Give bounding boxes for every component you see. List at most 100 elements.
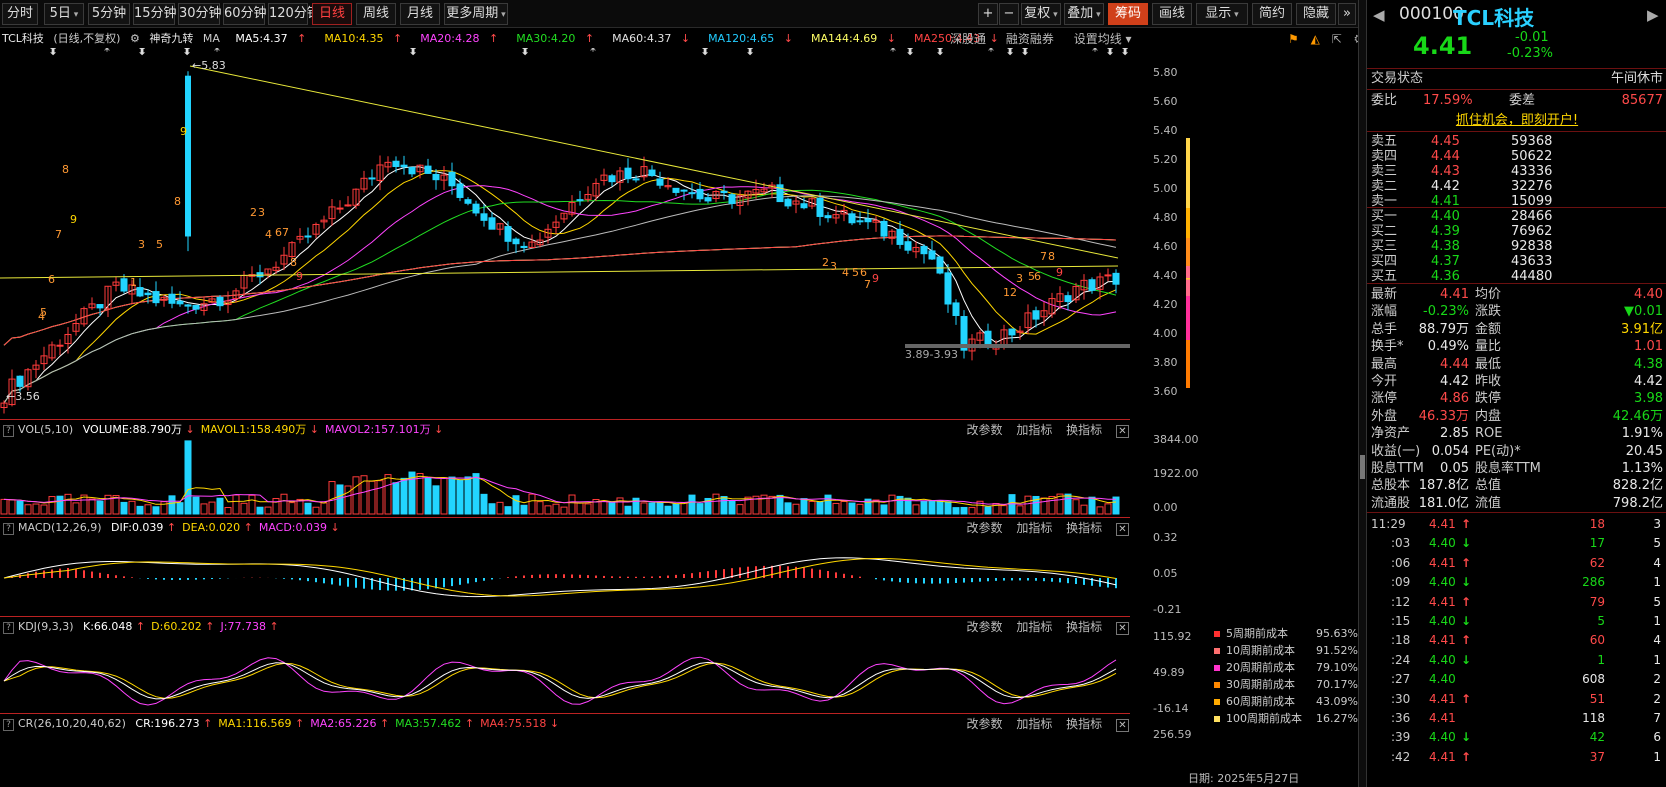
volume-bar — [792, 503, 800, 515]
chip-distribution — [1186, 138, 1190, 388]
cr-edit-params[interactable]: 改参数 — [966, 717, 1003, 731]
flag-icon[interactable]: ⚑ — [1288, 32, 1299, 46]
tick-volume: 1 — [1597, 652, 1605, 667]
candle-body — [1040, 310, 1048, 318]
book-level-label: 卖一 — [1371, 194, 1398, 209]
margin-link[interactable]: 融资融券 — [1005, 32, 1054, 46]
trend-arrow-icon: ↓ — [986, 32, 999, 45]
help-icon[interactable]: ? — [3, 622, 14, 634]
triangle-icon[interactable]: ◭ — [1310, 32, 1320, 46]
next-stock-icon[interactable]: ▶ — [1647, 6, 1659, 24]
splitter[interactable] — [1358, 0, 1366, 787]
volume-bar — [544, 505, 552, 515]
td-label: 1 — [130, 276, 137, 289]
trend-line-lower[interactable] — [0, 265, 1119, 279]
candle-body — [840, 209, 848, 215]
trend-line-upper[interactable] — [189, 65, 1119, 259]
tick-direction-icon: ↑ — [1461, 517, 1472, 531]
zoom-out-button[interactable]: − — [999, 3, 1019, 25]
simple-button[interactable]: 简约 — [1252, 3, 1292, 25]
ma-line — [3, 235, 1117, 346]
order-book-row[interactable]: 买三 4.38 92838 — [1371, 238, 1665, 256]
candle-body — [728, 194, 736, 204]
kdj-chart[interactable] — [0, 637, 1135, 713]
order-book-row[interactable]: 卖四 4.44 50622 — [1371, 148, 1665, 166]
order-book-row[interactable]: 买五 4.36 44480 — [1371, 268, 1665, 286]
more-periods-label: 更多周期 — [446, 6, 499, 21]
period-tab-daily[interactable]: 日线 — [312, 3, 352, 25]
kdj-edit-params[interactable]: 改参数 — [966, 620, 1003, 634]
candle-body — [744, 190, 752, 199]
collapse-arrow-icon[interactable]: » — [1338, 3, 1356, 25]
book-level-label: 卖四 — [1371, 149, 1398, 164]
volume-bar — [248, 494, 256, 515]
period-tab-weekly[interactable]: 周线 — [356, 3, 396, 25]
price-chart[interactable]: ←5.83 ←3.56 3.89-3.93 ⬍ * ⬍ ⬍ * ⬍ ⬍ * ⬍ ⬍ * ⬍ ⬍ * ⬍ ⬍ * ⬍… — [0, 48, 1190, 420]
cr-add-indicator[interactable]: 加指标 — [1016, 717, 1053, 731]
period-tab-30min[interactable]: 30分钟 — [178, 3, 222, 25]
close-icon[interactable]: ✕ — [1116, 425, 1129, 438]
chip-legend-label: 100周期前成本 — [1226, 712, 1302, 725]
vol-switch-indicator[interactable]: 换指标 — [1066, 423, 1103, 437]
period-tab-5day[interactable]: 5日 ▾ — [44, 3, 84, 25]
indicator-name[interactable]: 神奇九转 — [149, 32, 194, 45]
help-icon[interactable]: ? — [3, 719, 14, 731]
macd-chart[interactable] — [0, 538, 1135, 616]
close-icon[interactable]: ✕ — [1116, 622, 1129, 635]
tick-count: 4 — [1653, 633, 1661, 648]
hide-button[interactable]: 隐藏 — [1296, 3, 1336, 25]
gear-icon[interactable]: ⚙ — [129, 32, 140, 45]
order-book-row[interactable]: 买二 4.39 76962 — [1371, 223, 1665, 241]
volume-bar — [880, 504, 888, 515]
chevron-down-icon: ▾ — [1093, 10, 1101, 20]
help-icon[interactable]: ? — [3, 523, 14, 535]
order-book-row[interactable]: 卖一 4.41 15099 — [1371, 193, 1665, 211]
close-icon[interactable]: ✕ — [1116, 523, 1129, 536]
candle-body — [608, 175, 616, 183]
order-book-row[interactable]: 卖二 4.42 32276 — [1371, 178, 1665, 196]
display-dropdown[interactable]: 显示 ▾ — [1196, 3, 1248, 25]
period-tab-monthly[interactable]: 月线 — [400, 3, 440, 25]
adjust-dropdown[interactable]: 复权 ▾ — [1021, 3, 1061, 25]
volume-chart[interactable] — [0, 440, 1135, 516]
candle-body — [360, 177, 368, 190]
period-tab-60min[interactable]: 60分钟 — [223, 3, 267, 25]
order-book-row[interactable]: 买四 4.37 43633 — [1371, 253, 1665, 271]
macd-edit-params[interactable]: 改参数 — [966, 521, 1003, 535]
macd-add-indicator[interactable]: 加指标 — [1016, 521, 1053, 535]
chip-button[interactable]: 筹码 — [1108, 3, 1148, 25]
period-tab-15min[interactable]: 15分钟 — [133, 3, 177, 25]
macd-switch-indicator[interactable]: 换指标 — [1066, 521, 1103, 535]
zoom-in-button[interactable]: + — [978, 3, 998, 25]
sgt-link[interactable]: 深股通 — [950, 32, 987, 46]
help-icon[interactable]: ? — [3, 425, 14, 437]
open-account-link[interactable]: 抓住机会，即刻开户! — [1455, 113, 1579, 128]
prev-stock-icon[interactable]: ◀ — [1373, 6, 1385, 24]
vol-add-indicator[interactable]: 加指标 — [1016, 423, 1053, 437]
vol-edit-params[interactable]: 改参数 — [966, 423, 1003, 437]
price-change: -0.01 — [1515, 30, 1549, 45]
kdj-add-indicator[interactable]: 加指标 — [1016, 620, 1053, 634]
period-tab-5min[interactable]: 5分钟 — [88, 3, 130, 25]
book-price: 4.41 — [1431, 194, 1460, 209]
stat-label: 金额 — [1475, 321, 1502, 337]
order-book-row[interactable]: 卖五 4.45 59368 — [1371, 133, 1665, 151]
period-tab-120min[interactable]: 120分钟 — [268, 3, 320, 25]
close-icon[interactable]: ✕ — [1116, 719, 1129, 732]
more-periods-dropdown[interactable]: 更多周期 ▾ — [444, 3, 508, 25]
volume-bar — [312, 506, 320, 515]
chip-bar — [1186, 282, 1190, 284]
period-tab-fenshi[interactable]: 分时 — [2, 3, 38, 25]
splitter-handle[interactable] — [1360, 455, 1365, 479]
kdj-switch-indicator[interactable]: 换指标 — [1066, 620, 1103, 634]
book-volume: 92838 — [1511, 239, 1553, 254]
draw-line-button[interactable]: 画线 — [1152, 3, 1192, 25]
ma-settings-link[interactable]: 设置均线 — [1073, 32, 1122, 46]
volume-bar — [960, 506, 968, 515]
order-book-row[interactable]: 卖三 4.43 43336 — [1371, 163, 1665, 181]
overlay-dropdown[interactable]: 叠加 ▾ — [1064, 3, 1104, 25]
arrow-icon[interactable]: ⇱ — [1331, 32, 1342, 46]
order-book-row[interactable]: 买一 4.40 28466 — [1371, 208, 1665, 226]
volume-bar — [64, 493, 72, 515]
cr-switch-indicator[interactable]: 换指标 — [1066, 717, 1103, 731]
